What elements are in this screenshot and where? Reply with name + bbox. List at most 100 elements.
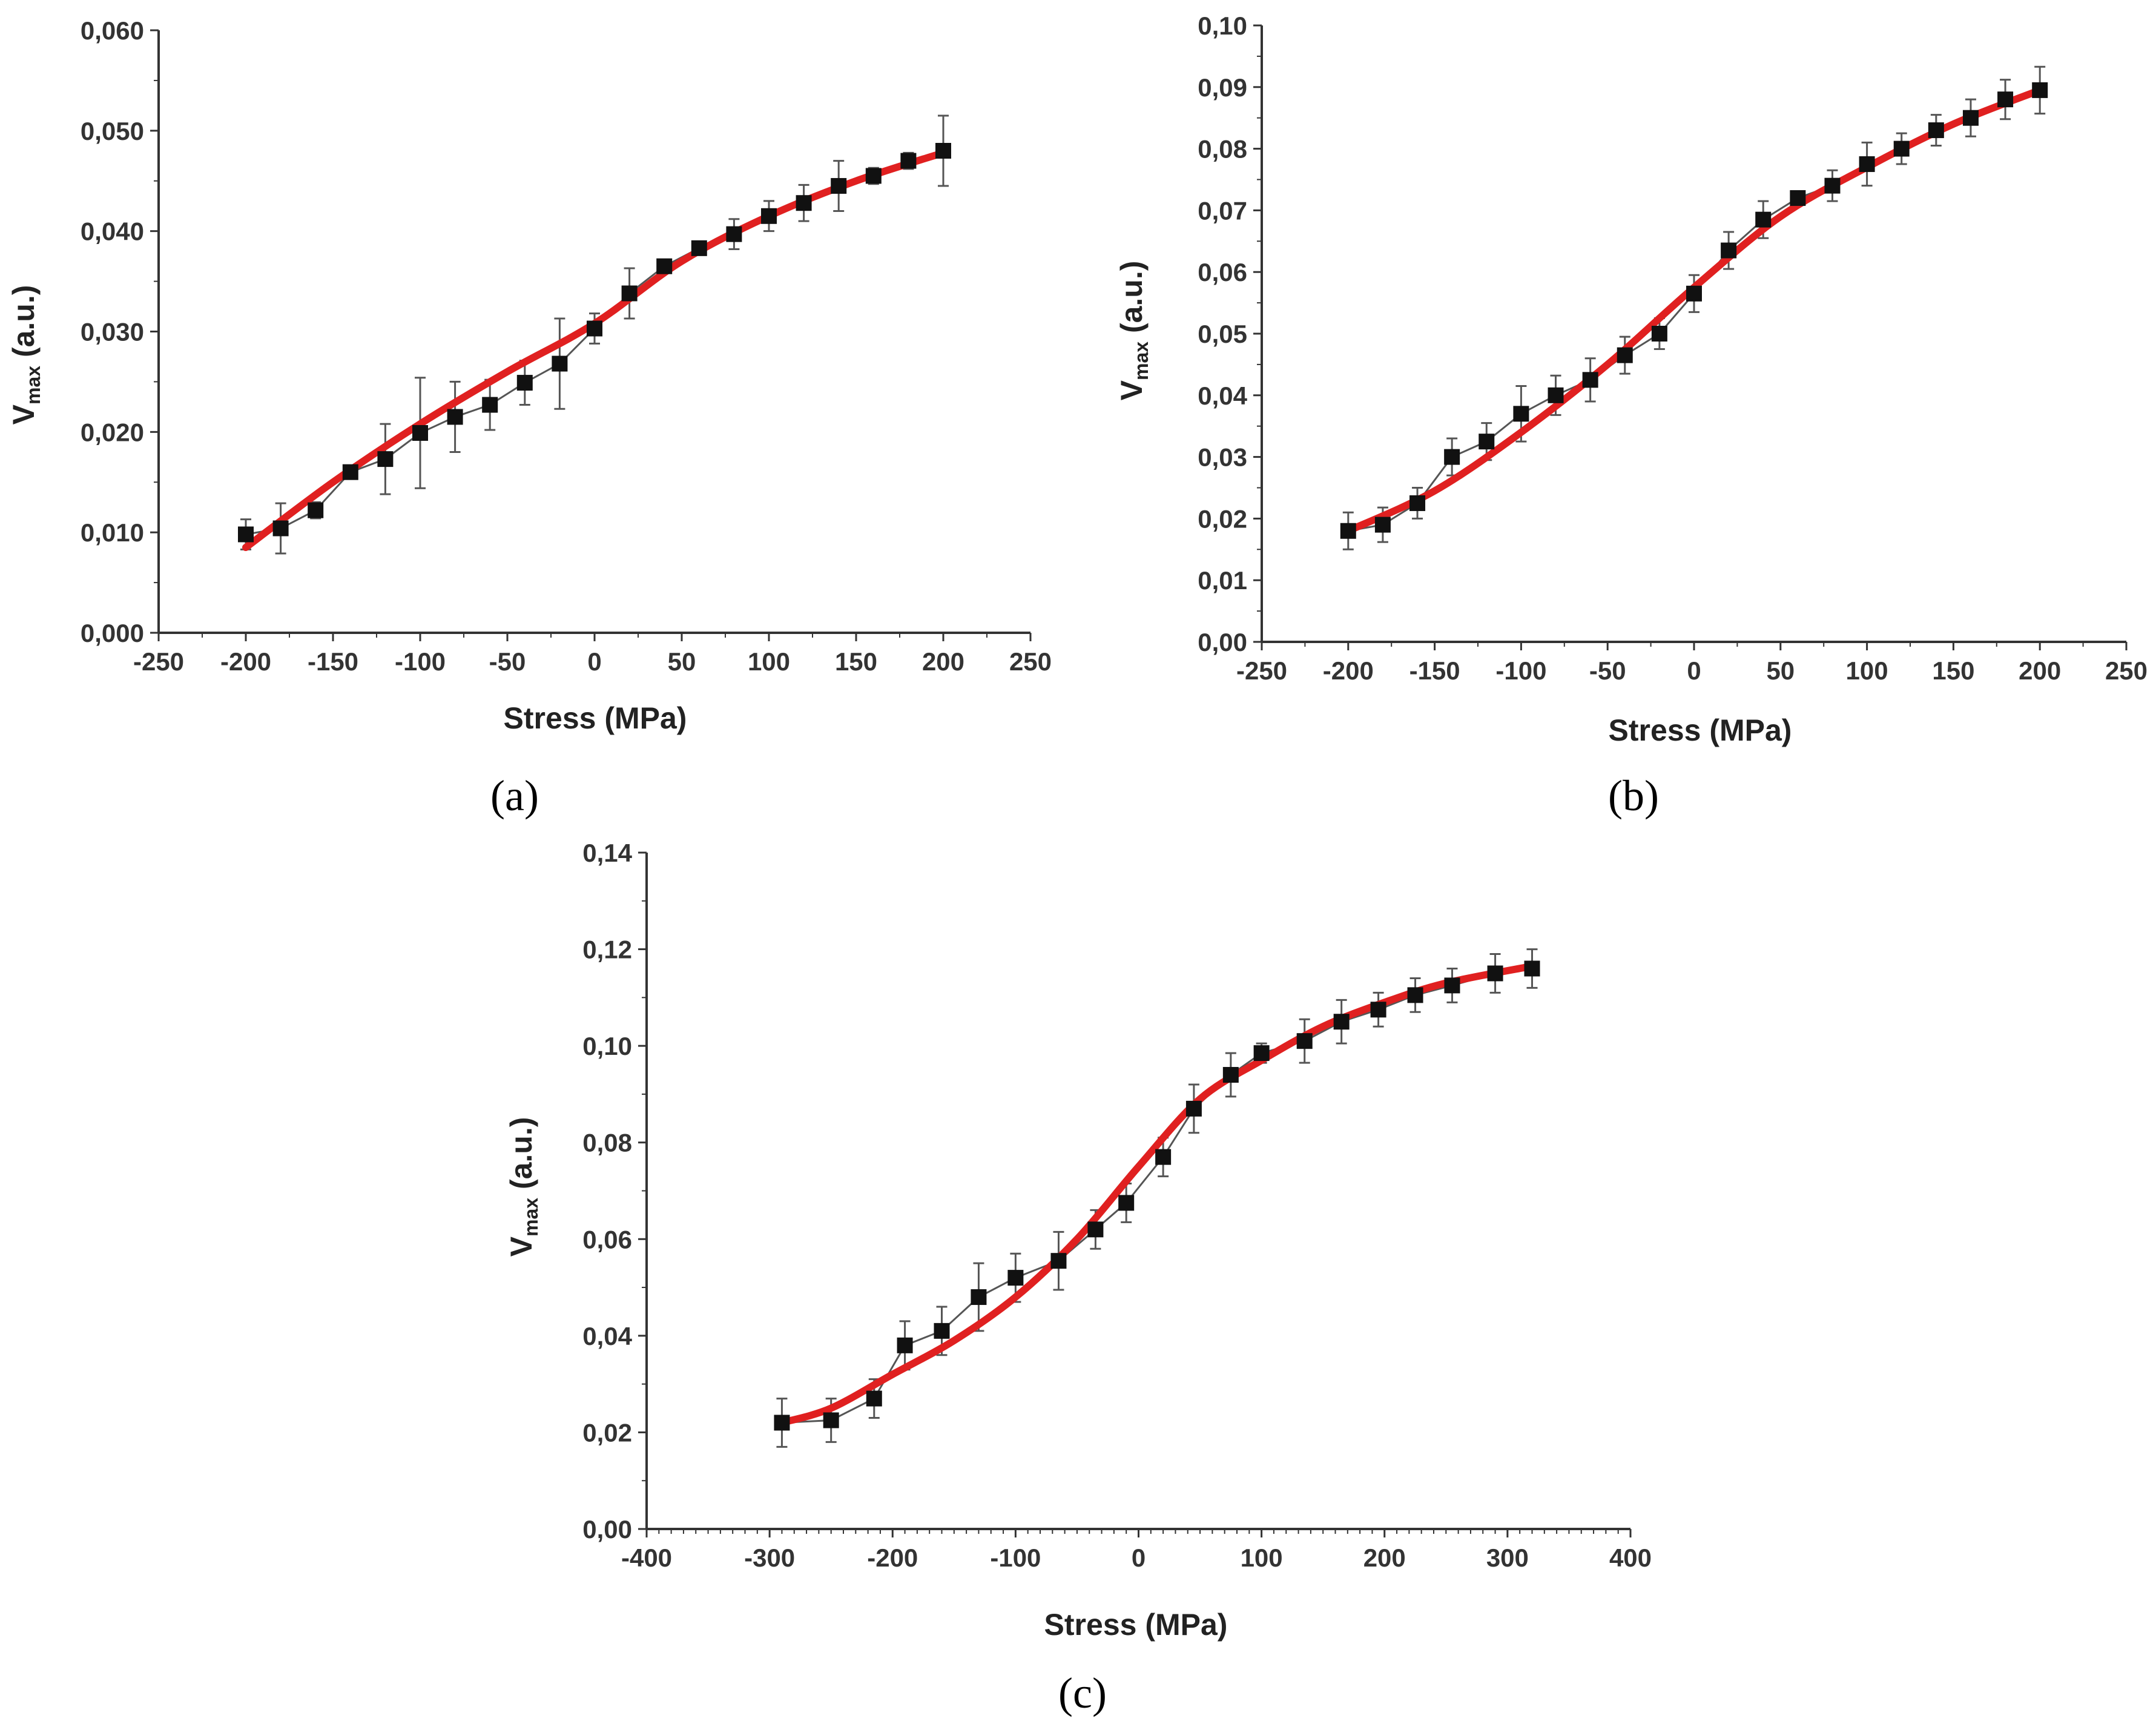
chart-c-x-tick-label: -300: [744, 1544, 795, 1572]
chart-b-y-tick-label: 0,09: [1198, 73, 1247, 102]
chart-a-ylabel-sub: max: [22, 366, 44, 405]
chart-a-xlabel: Stress (MPa): [504, 701, 687, 735]
chart-a-x-tick-label: 250: [1009, 647, 1052, 676]
chart-c-data-point: [774, 1415, 790, 1431]
chart-c-data-point: [1487, 965, 1503, 982]
chart-c-data-point: [1155, 1149, 1172, 1165]
chart-c-data-point: [1407, 987, 1423, 1003]
chart-a-data-point: [308, 502, 324, 518]
chart-c-y-tick-label: 0,10: [582, 1032, 632, 1060]
chart-b-data-point: [1340, 523, 1356, 539]
chart-c-x-tick-label: -200: [867, 1544, 918, 1572]
chart-a-x-tick-label: -100: [395, 647, 446, 676]
chart-c-xlabel: Stress (MPa): [1044, 1608, 1228, 1642]
chart-b-x-tick-label: 150: [1932, 656, 1974, 685]
chart-b-x-tick-label: 50: [1766, 656, 1795, 685]
chart-b-data-point: [1962, 110, 1979, 126]
chart-b-data-point: [1374, 517, 1391, 533]
chart-a-data-point: [377, 451, 394, 467]
chart-a-data-point: [238, 526, 254, 543]
chart-c-data-point: [1087, 1221, 1104, 1238]
chart-c-data-point: [1444, 977, 1460, 994]
chart-a-y-tick-label: 0,060: [81, 16, 144, 45]
chart-b-ylabel: Vmax (a.u.): [1115, 261, 1152, 401]
chart-a-data-point: [656, 258, 673, 274]
chart-b-y-tick-label: 0,07: [1198, 196, 1247, 225]
chart-b-y-tick-label: 0,00: [1198, 628, 1247, 656]
chart-b-panel-label: (b): [1608, 771, 1659, 820]
chart-c-data-point: [897, 1337, 913, 1353]
chart-c-x-tick-label: 100: [1241, 1544, 1283, 1572]
chart-a-data-point: [412, 424, 428, 441]
chart-c-data-point: [866, 1390, 882, 1407]
chart-b-data-point: [1444, 449, 1460, 465]
chart-c-y-tick-label: 0,08: [582, 1129, 632, 1157]
chart-b-x-tick-label: -50: [1589, 656, 1626, 685]
chart-b-y-tick-label: 0,05: [1198, 320, 1247, 348]
chart-b-ylabel-unit: (a.u.): [1115, 261, 1149, 342]
chart-a-data-point: [587, 320, 602, 337]
chart-c-ylabel-main: V: [504, 1236, 538, 1256]
chart-b-data-point: [1997, 91, 2014, 108]
chart-a-x-tick-label: -250: [133, 647, 184, 676]
chart-b-x-tick-label: -150: [1409, 656, 1460, 685]
chart-c-y-tick-label: 0,04: [582, 1322, 632, 1350]
chart-a-data-point: [621, 285, 638, 302]
chart-c-x-tick-label: -100: [990, 1544, 1041, 1572]
chart-b-data-point: [1582, 372, 1598, 388]
chart-a-data-point: [796, 195, 812, 211]
chart-b-xlabel: Stress (MPa): [1609, 713, 1792, 747]
chart-c-data-point: [1222, 1067, 1239, 1083]
chart-a-data-point: [516, 375, 533, 391]
chart-c-data-point: [934, 1322, 950, 1339]
chart-c-y-tick-label: 0,02: [582, 1418, 632, 1447]
chart-c-data-point: [1118, 1195, 1135, 1211]
chart-c-connector-line: [782, 967, 1532, 1424]
chart-a-fit-curve: [242, 149, 947, 552]
chart-c-data-point: [1524, 960, 1540, 977]
chart-a-x-tick-label: 150: [835, 647, 877, 676]
chart-a-data-point: [831, 178, 847, 194]
chart-a-data-point: [761, 208, 777, 224]
chart-c-data-point: [1296, 1033, 1313, 1049]
chart-a-y-tick-label: 0,000: [81, 619, 144, 647]
chart-b-y-tick-label: 0,01: [1198, 566, 1247, 595]
chart-a-data-point: [691, 240, 707, 256]
chart-b-x-tick-label: 250: [2105, 656, 2148, 685]
chart-c-ylabel: Vmax (a.u.): [504, 1117, 542, 1257]
chart-a-y-tick-label: 0,020: [81, 418, 144, 446]
chart-b-data-point: [2032, 82, 2048, 98]
chart-c-y-tick-label: 0,00: [582, 1515, 632, 1544]
chart-b-x-tick-label: -200: [1323, 656, 1374, 685]
chart-b-data-point: [1548, 387, 1564, 403]
chart-c-fit-curve: [778, 962, 1536, 1427]
chart-b-data-point: [1893, 140, 1910, 157]
chart-a-ylabel-unit: (a.u.): [7, 285, 41, 366]
chart-a-y-tick-label: 0,010: [81, 518, 144, 547]
chart-b-data-point: [1824, 177, 1841, 194]
chart-c-data-point: [971, 1289, 987, 1306]
chart-a-data-point: [726, 226, 742, 242]
chart-c-data-point: [823, 1412, 839, 1428]
chart-a-y-tick-label: 0,050: [81, 117, 144, 145]
chart-b-data-point: [1686, 285, 1702, 302]
chart-b-data-point: [1928, 122, 1944, 139]
chart-a-panel-label: (a): [490, 771, 539, 820]
chart-a-y-tick-label: 0,030: [81, 318, 144, 346]
chart-c-data-point: [1333, 1014, 1350, 1030]
chart-b-data-point: [1721, 242, 1737, 259]
chart-a-data-point: [482, 397, 498, 413]
chart-c-x-tick-label: -400: [621, 1544, 672, 1572]
chart-b-y-tick-label: 0,10: [1198, 12, 1247, 40]
chart-b-x-tick-label: -250: [1236, 656, 1287, 685]
chart-b-data-point: [1859, 156, 1875, 173]
chart-b-ylabel-main: V: [1115, 380, 1149, 400]
chart-c-panel-label: (c): [1058, 1669, 1107, 1717]
chart-c-data-point: [1370, 1002, 1386, 1018]
chart-a-ylabel: Vmax (a.u.): [7, 285, 44, 425]
chart-c-data-point: [1185, 1100, 1202, 1117]
chart-a-data-point: [900, 153, 917, 169]
chart-c-ylabel-unit: (a.u.): [504, 1117, 538, 1198]
chart-b-x-tick-label: 100: [1846, 656, 1888, 685]
